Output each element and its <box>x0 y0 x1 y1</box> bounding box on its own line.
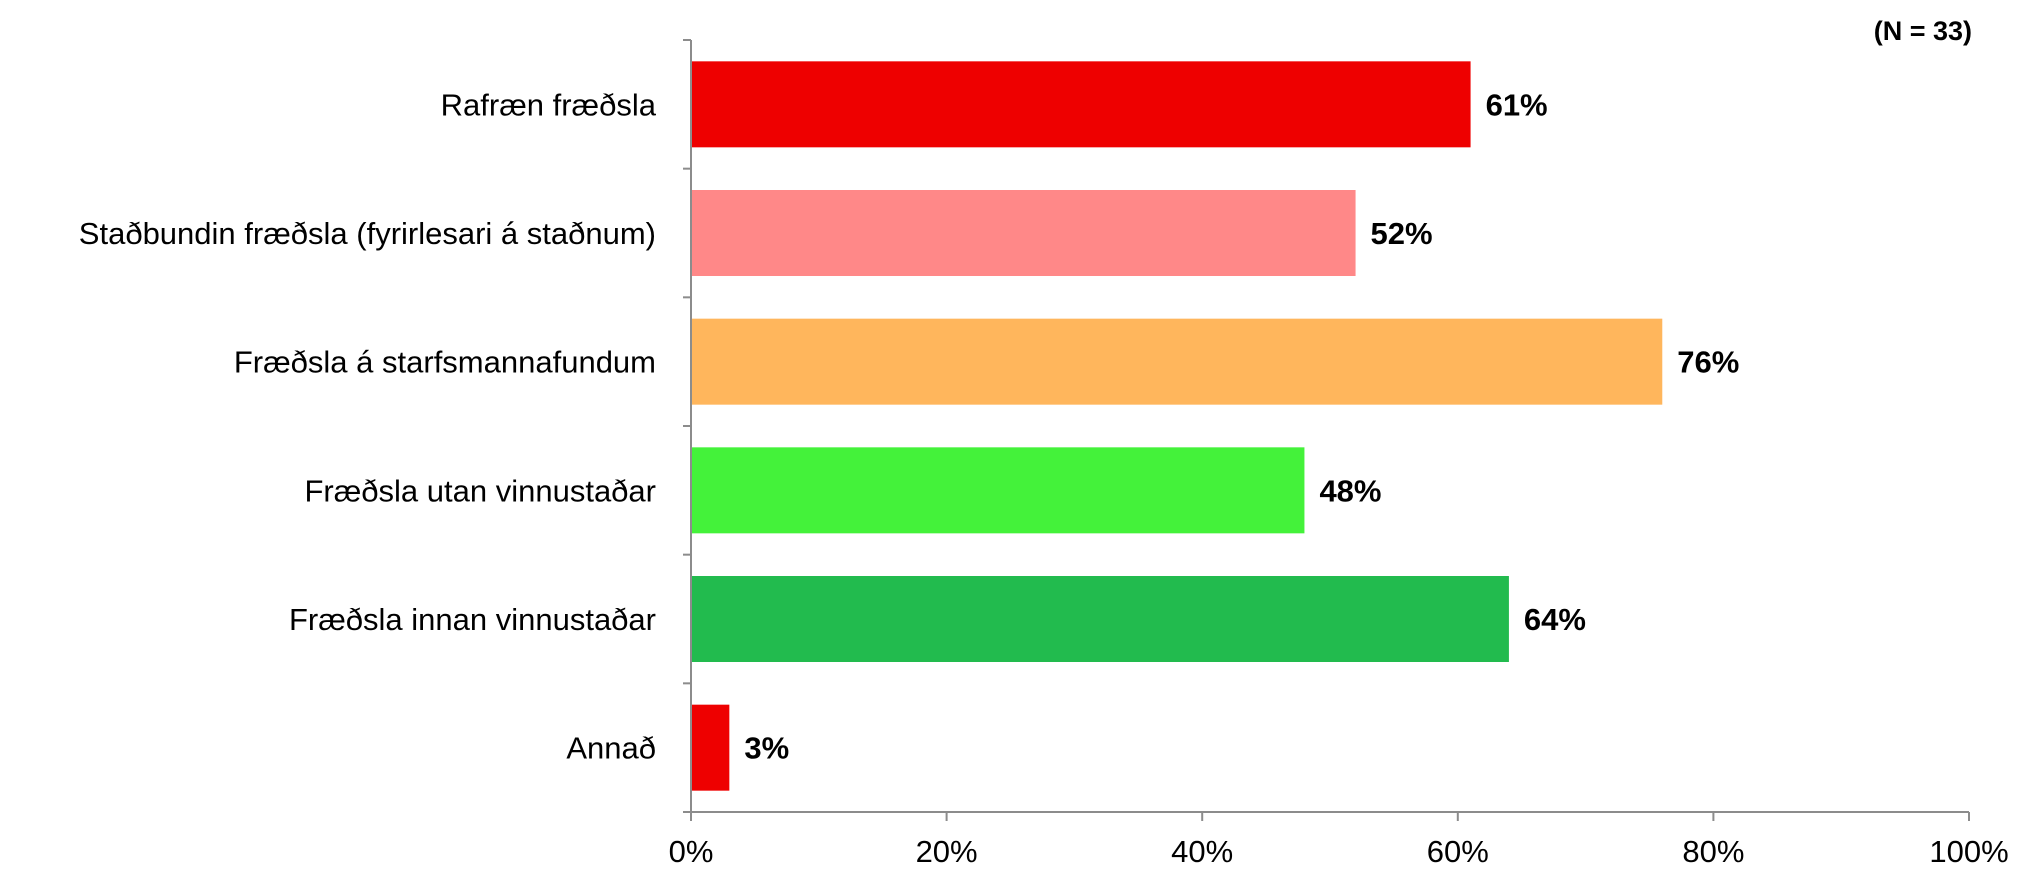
bar-2 <box>691 318 1663 405</box>
category-label-3: Fræðsla utan vinnustaðar <box>304 473 656 508</box>
x-tick-labels-group: 0% 20% 40% 60% 80% 100% <box>669 834 2009 869</box>
category-label-2: Fræðsla á starfsmannafundum <box>234 345 656 380</box>
bar-1 <box>691 190 1356 276</box>
axes-group <box>683 39 1970 821</box>
x-tick-label-4: 80% <box>1682 834 1744 869</box>
bar-value-label-2: 76% <box>1677 345 1739 380</box>
x-tick-label-1: 20% <box>916 834 978 869</box>
value-labels-group: 61% 52% 76% 48% 64% 3% <box>744 87 1739 765</box>
bar-0 <box>691 61 1471 148</box>
category-label-5: Annað <box>566 731 656 766</box>
bar-value-label-5: 3% <box>744 731 789 766</box>
bar-value-label-4: 64% <box>1524 602 1586 637</box>
x-tick-label-3: 60% <box>1427 834 1489 869</box>
category-labels-group: Rafræn fræðsla Staðbundin fræðsla (fyrirl… <box>79 87 657 765</box>
x-tick-label-0: 0% <box>669 834 714 869</box>
sample-size-note: (N = 33) <box>1874 16 1972 46</box>
bar-value-label-0: 61% <box>1486 87 1548 122</box>
category-label-0: Rafræn fræðsla <box>441 87 657 122</box>
category-label-1: Staðbundin fræðsla (fyrirlesari á staðnu… <box>79 216 656 251</box>
bar-5 <box>691 704 730 791</box>
bar-3 <box>691 447 1305 534</box>
bar-value-label-1: 52% <box>1371 216 1433 251</box>
bar-4 <box>691 576 1509 662</box>
x-tick-label-2: 40% <box>1171 834 1233 869</box>
x-tick-label-5: 100% <box>1929 834 2008 869</box>
bars-group <box>691 61 1663 791</box>
bar-value-label-3: 48% <box>1319 473 1381 508</box>
category-label-4: Fræðsla innan vinnustaðar <box>289 602 656 637</box>
